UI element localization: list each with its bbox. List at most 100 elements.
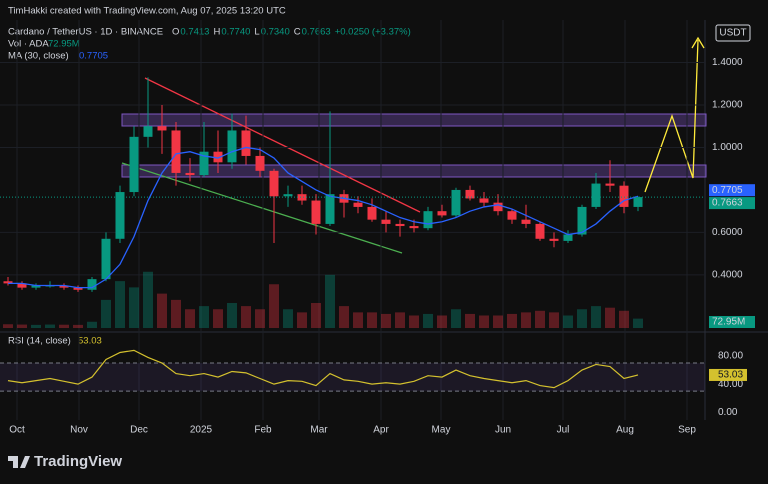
x-tick-label: Feb bbox=[254, 425, 272, 436]
ma-badge-label: 0.7705 bbox=[712, 185, 743, 196]
candle-body bbox=[591, 183, 601, 207]
volume-bar bbox=[3, 324, 13, 328]
volume-bar bbox=[493, 315, 503, 328]
volume-badge-label: 72.95M bbox=[712, 317, 745, 328]
volume-bar bbox=[171, 299, 181, 328]
candle-body bbox=[185, 172, 195, 176]
candle-body bbox=[213, 151, 223, 163]
x-tick-label: Mar bbox=[310, 425, 328, 436]
volume-bar bbox=[619, 310, 629, 328]
volume-bar bbox=[213, 309, 223, 328]
candle-body bbox=[479, 198, 489, 203]
rsi-legend: RSI (14, close) bbox=[8, 336, 71, 347]
brand: TradingView bbox=[34, 453, 122, 470]
candle-body bbox=[619, 185, 629, 207]
candle-body bbox=[283, 194, 293, 197]
candle-body bbox=[381, 219, 391, 224]
volume-bar bbox=[297, 312, 307, 328]
candle-body bbox=[353, 202, 363, 207]
volume-bar bbox=[87, 321, 97, 328]
price-badge-label: 0.7663 bbox=[712, 198, 743, 209]
volume-bar bbox=[101, 299, 111, 328]
x-tick-label: Jun bbox=[495, 425, 511, 436]
volume-bar bbox=[549, 312, 559, 328]
ma-legend: MA (30, close) bbox=[8, 51, 69, 62]
volume-bar bbox=[381, 313, 391, 328]
candle-body bbox=[549, 238, 559, 241]
candle-body bbox=[157, 126, 167, 131]
candle-body bbox=[493, 202, 503, 212]
volume-bar bbox=[563, 315, 573, 328]
volume-bar bbox=[353, 312, 363, 328]
candle-body bbox=[171, 130, 181, 173]
volume-bar bbox=[339, 306, 349, 328]
candle-body bbox=[311, 200, 321, 224]
zone-box bbox=[121, 164, 707, 178]
volume-bar bbox=[17, 324, 27, 328]
ohlc-legend: O 0.7413 H 0.7740 L 0.7340 C 0.7663 +0.0250 (+3.… bbox=[172, 27, 411, 38]
candle-body bbox=[409, 226, 419, 229]
volume-bar bbox=[255, 309, 265, 328]
x-tick-label: May bbox=[432, 425, 451, 436]
change: +0.0250 (+3.37%) bbox=[335, 27, 411, 38]
candle-body bbox=[87, 279, 97, 290]
credit: TimHakki created with TradingView.com, A… bbox=[8, 6, 286, 17]
volume-bar bbox=[577, 309, 587, 328]
candle-body bbox=[451, 189, 461, 216]
volume-bar bbox=[31, 324, 41, 328]
volume-bar bbox=[311, 303, 321, 328]
volume-bar bbox=[367, 312, 377, 328]
candle-body bbox=[325, 194, 335, 224]
rsi-badge bbox=[709, 368, 747, 381]
x-tick-label: Oct bbox=[9, 425, 25, 436]
x-tick-label: Dec bbox=[130, 425, 148, 436]
volume-bar bbox=[633, 318, 643, 328]
volume-bar bbox=[59, 324, 69, 328]
ohlc-label: O bbox=[172, 27, 179, 38]
arrow-head bbox=[691, 36, 705, 49]
candle-body bbox=[563, 234, 573, 241]
ma-legend-value: 0.7705 bbox=[79, 51, 108, 62]
volume-bar bbox=[199, 306, 209, 328]
candle-body bbox=[577, 206, 587, 235]
candle-body bbox=[367, 206, 377, 220]
ma-line bbox=[8, 146, 639, 289]
candle-body bbox=[199, 151, 209, 176]
volume-bar bbox=[115, 281, 125, 328]
volume-bar bbox=[185, 309, 195, 328]
candle-body bbox=[437, 211, 447, 216]
trend-line bbox=[121, 162, 403, 254]
candle-body bbox=[59, 285, 69, 288]
trend-line bbox=[144, 77, 421, 213]
candle-body bbox=[241, 130, 251, 156]
logo-mark bbox=[8, 456, 30, 468]
symbol: Cardano / TetherUS · 1D · BINANCE bbox=[8, 27, 163, 38]
ohlc-label: C bbox=[294, 27, 301, 38]
candle-body bbox=[633, 197, 643, 207]
rsi-legend-value: 53.03 bbox=[78, 336, 102, 347]
candle-body bbox=[3, 281, 13, 284]
volume-bar bbox=[437, 315, 447, 328]
currency[interactable]: USDT bbox=[719, 28, 746, 39]
y-tick-label: 0.6000 bbox=[712, 227, 743, 238]
candle-body bbox=[297, 194, 307, 201]
volume-bar bbox=[241, 306, 251, 328]
ohlc-value: 0.7740 bbox=[221, 27, 250, 38]
price-badge bbox=[709, 197, 755, 210]
ohlc-label: H bbox=[213, 27, 220, 38]
rsi-tick-label: 40.00 bbox=[718, 379, 743, 390]
candle-body bbox=[31, 285, 41, 288]
rsi-tick-label: 80.00 bbox=[718, 351, 743, 362]
currency-button[interactable] bbox=[715, 24, 751, 42]
y-tick-label: 0.4000 bbox=[712, 270, 743, 281]
volume-bar bbox=[325, 274, 335, 328]
y-tick-label: 1.2000 bbox=[712, 100, 743, 111]
rsi-band bbox=[0, 363, 705, 392]
ohlc-value: 0.7413 bbox=[180, 27, 209, 38]
ohlc-value: 0.7340 bbox=[261, 27, 290, 38]
volume-bar bbox=[479, 315, 489, 328]
x-tick-label: Sep bbox=[678, 425, 696, 436]
volume-bar bbox=[409, 315, 419, 328]
